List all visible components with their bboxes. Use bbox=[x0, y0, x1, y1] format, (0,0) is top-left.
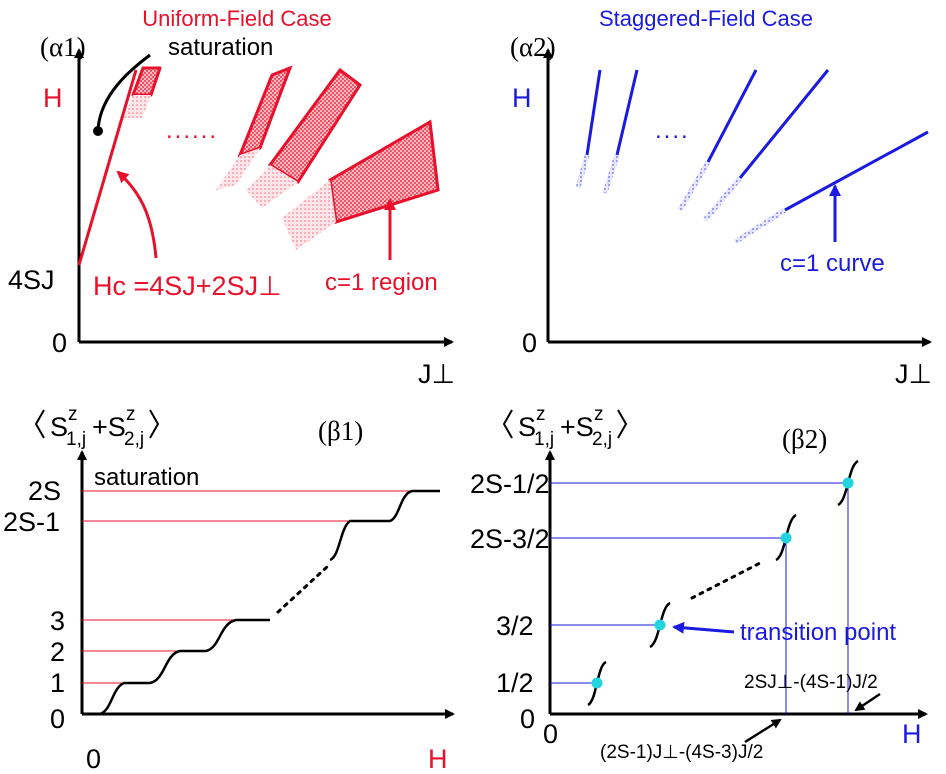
panel-beta2-x-axis-label: H bbox=[902, 719, 922, 749]
panel-beta1: S z 1,j +S z 2,j (β1) 0 0 H 2S 2S-1 3 2 … bbox=[3, 404, 455, 774]
panel-beta1-saturation-label: saturation bbox=[94, 464, 199, 491]
panel-beta2-annotation-right-arrow bbox=[854, 692, 881, 712]
panel-beta1-level-2s-1: 2S-1 bbox=[3, 507, 60, 537]
panel-alpha1-title: Uniform-Field Case bbox=[142, 6, 332, 31]
panel-alpha1-hc-line bbox=[77, 69, 138, 266]
panel-beta1-level-1: 1 bbox=[50, 668, 65, 698]
panel-beta1-y-axis-label: S z 1,j +S z 2,j bbox=[34, 404, 160, 450]
panel-beta2-level-1-half: 1/2 bbox=[496, 668, 534, 698]
svg-text:S: S bbox=[518, 412, 536, 442]
panel-alpha2-x-axis-label: J⊥ bbox=[895, 359, 932, 389]
svg-text:1,j: 1,j bbox=[66, 429, 86, 450]
panel-alpha1-origin: 0 bbox=[52, 328, 67, 358]
panel-beta1-origin-x: 0 bbox=[86, 744, 101, 774]
panel-beta2-level-3-half: 3/2 bbox=[496, 611, 534, 641]
panel-beta2-transition-label: transition point bbox=[740, 619, 896, 646]
panel-beta2-level-2s-half: 2S-1/2 bbox=[470, 469, 550, 499]
panel-beta2-annotation-bottom: (2S-1)J⊥-(4S-3)J/2 bbox=[600, 742, 763, 763]
panel-alpha1-region-label: c=1 region bbox=[325, 269, 438, 296]
panel-alpha1-ellipsis: ...... bbox=[166, 117, 218, 144]
panel-beta2-origin-x: 0 bbox=[543, 719, 558, 749]
panel-beta1-level-3: 3 bbox=[50, 606, 65, 636]
panel-alpha1-hc-arrow bbox=[116, 170, 158, 259]
panel-beta1-tag: (β1) bbox=[318, 416, 363, 446]
panel-alpha2-y-axis-label: H bbox=[512, 83, 532, 113]
panel-beta2-origin-y: 0 bbox=[520, 704, 535, 734]
svg-text:z: z bbox=[594, 404, 604, 425]
svg-text:z: z bbox=[126, 404, 136, 425]
panel-beta2-y-axis-label: S z 1,j +S z 2,j bbox=[502, 404, 628, 450]
panel-beta2-transition-arrow bbox=[672, 621, 735, 634]
panel-beta2-guides bbox=[550, 482, 849, 714]
panel-alpha1-saturation-label: saturation bbox=[168, 34, 273, 61]
panel-alpha1-saturation-curve bbox=[96, 53, 151, 131]
panel-beta2-annotation-bottom-arrow bbox=[744, 718, 782, 744]
panel-beta2: S z 1,j +S z 2,j (β2) 0 0 H 2S-1/2 2S-3/… bbox=[470, 404, 928, 763]
svg-text:2,j: 2,j bbox=[124, 429, 144, 450]
panel-beta1-staircase bbox=[99, 618, 270, 716]
panel-alpha2-curves bbox=[575, 69, 929, 245]
panel-beta1-x-axis-label: H bbox=[428, 744, 448, 774]
svg-text:z: z bbox=[536, 404, 546, 425]
svg-text:+S: +S bbox=[92, 412, 126, 442]
panel-beta1-level-2: 2 bbox=[50, 637, 65, 667]
panel-beta1-level-2s: 2S bbox=[28, 476, 61, 506]
panel-beta1-origin-y: 0 bbox=[50, 704, 65, 734]
svg-text:+S: +S bbox=[560, 412, 594, 442]
panel-alpha1-hc-formula: Hc =4SJ+2SJ⊥ bbox=[93, 271, 282, 301]
panel-beta2-transition-points bbox=[591, 477, 854, 689]
panel-alpha2-origin: 0 bbox=[522, 328, 537, 358]
panel-beta2-annotation-right: 2SJ⊥-(4S-1)J/2 bbox=[744, 672, 878, 693]
panel-alpha2-ellipsis: .... bbox=[655, 117, 690, 144]
panel-alpha1-y-tick-4sj: 4SJ bbox=[8, 265, 55, 295]
panel-alpha1-bands bbox=[124, 65, 440, 250]
panel-alpha2-title: Staggered-Field Case bbox=[599, 6, 813, 31]
panel-alpha1-x-axis-label: J⊥ bbox=[418, 359, 455, 389]
panel-alpha2-curve-label: c=1 curve bbox=[780, 250, 885, 277]
panel-alpha2: Staggered-Field Case (α2) H 0 J⊥ .... c=… bbox=[510, 6, 932, 389]
panel-beta1-staircase-top bbox=[329, 489, 440, 562]
panel-beta2-level-2s-three-half: 2S-3/2 bbox=[470, 524, 550, 554]
svg-text:1,j: 1,j bbox=[534, 429, 554, 450]
panel-beta2-tag: (β2) bbox=[782, 424, 827, 454]
panel-beta1-dots bbox=[276, 564, 330, 614]
panel-alpha1: Uniform-Field Case (α1) H 4SJ 0 J⊥ satur… bbox=[8, 6, 455, 389]
svg-text:S: S bbox=[50, 412, 68, 442]
panel-beta2-curves bbox=[587, 459, 859, 707]
svg-text:z: z bbox=[68, 404, 78, 425]
panel-beta2-dots bbox=[690, 561, 762, 600]
panel-alpha1-y-axis-label: H bbox=[43, 83, 63, 113]
svg-text:2,j: 2,j bbox=[592, 429, 612, 450]
panel-alpha1-saturation-point bbox=[93, 126, 103, 136]
